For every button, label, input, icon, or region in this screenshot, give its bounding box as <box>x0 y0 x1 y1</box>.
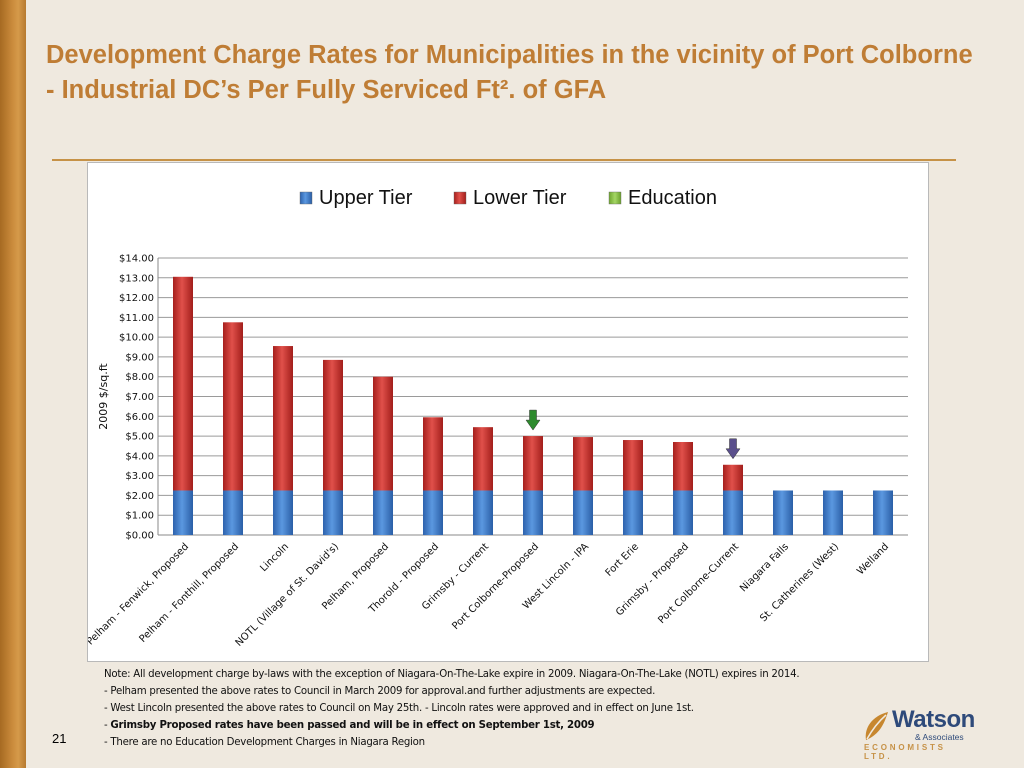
bar-0-6 <box>473 490 493 535</box>
bar-1-2 <box>273 346 293 491</box>
note-line-5: - There are no Education Development Cha… <box>104 737 425 748</box>
bar-0-12 <box>773 490 793 535</box>
bar-0-13 <box>823 490 843 535</box>
bar-0-9 <box>623 490 643 535</box>
x-tick-label-9: Fort Erie <box>604 541 642 579</box>
x-tick-label-1: Pelham - Fonthill, Proposed <box>137 541 241 645</box>
stacked-bar-chart: Upper Tier Lower Tier Education $0.00 $1.00… <box>88 187 908 649</box>
x-tick-label-12: Niagara Falls <box>738 541 791 594</box>
y-tick-label-12: $12.00 <box>119 293 154 304</box>
x-tick-label-3: NOTL (Village of St. David's) <box>234 541 342 649</box>
bar-0-3 <box>323 490 343 535</box>
chart-container: Upper Tier Lower Tier Education $0.00 $1.00… <box>87 162 929 662</box>
page-number: 21 <box>52 731 67 746</box>
note-line-4-prefix: - <box>104 720 111 731</box>
y-tick-label-0: $0.00 <box>125 531 154 542</box>
bar-1-10 <box>673 442 693 491</box>
legend-swatch-1 <box>453 191 467 205</box>
x-tick-label-11: Port Colborne-Current <box>656 541 741 626</box>
bar-1-7 <box>523 436 543 491</box>
legend-swatch-2 <box>608 191 622 205</box>
y-tick-label-1: $1.00 <box>125 511 154 522</box>
bar-0-4 <box>373 490 393 535</box>
bar-1-11 <box>723 464 743 491</box>
bar-1-4 <box>373 376 393 491</box>
bar-1-1 <box>223 322 243 491</box>
note-line-4: - Grimsby Proposed rates have been passe… <box>104 717 924 734</box>
legend-label-0: Upper Tier <box>319 187 413 209</box>
slide-title: Development Charge Rates for Municipalit… <box>46 41 973 104</box>
left-decorative-stripe <box>0 0 26 768</box>
legend-label-1: Lower Tier <box>473 187 567 209</box>
down-arrow-icon-1 <box>725 438 741 460</box>
note-line-4-bold: Grimsby Proposed rates have been passed … <box>110 720 595 731</box>
leaf-icon <box>865 712 888 740</box>
bar-0-11 <box>723 490 743 535</box>
chart-notes: Note: All development charge by-laws wit… <box>104 666 924 751</box>
y-tick-label-3: $3.00 <box>125 471 154 482</box>
note-line-3: - West Lincoln presented the above rates… <box>104 703 694 714</box>
y-tick-label-5: $5.00 <box>125 432 154 443</box>
y-tick-label-10: $10.00 <box>119 333 154 344</box>
y-tick-label-4: $4.00 <box>125 451 154 462</box>
bar-0-1 <box>223 490 243 535</box>
y-tick-label-14: $14.00 <box>119 254 154 265</box>
title-divider <box>52 159 956 161</box>
y-tick-label-11: $11.00 <box>119 313 154 324</box>
y-tick-label-8: $8.00 <box>125 372 154 383</box>
legend-label-2: Education <box>628 187 717 209</box>
y-tick-label-2: $2.00 <box>125 491 154 502</box>
y-tick-label-6: $6.00 <box>125 412 154 423</box>
bar-1-5 <box>423 417 443 491</box>
bar-1-6 <box>473 427 493 491</box>
bar-0-7 <box>523 490 543 535</box>
bar-0-5 <box>423 490 443 535</box>
bar-0-8 <box>573 490 593 535</box>
logo-tagline: ECONOMISTS LTD. <box>864 743 946 761</box>
watson-logo: Watson & Associates ECONOMISTS LTD. <box>862 706 975 761</box>
bar-0-2 <box>273 490 293 535</box>
bar-1-0 <box>173 276 193 491</box>
logo-subtitle: & Associates <box>915 732 964 742</box>
bar-1-9 <box>623 440 643 491</box>
down-arrow-icon-0 <box>525 409 541 431</box>
y-tick-label-7: $7.00 <box>125 392 154 403</box>
bar-0-0 <box>173 490 193 535</box>
x-tick-label-2: Lincoln <box>258 541 291 574</box>
y-tick-label-9: $9.00 <box>125 352 154 363</box>
x-tick-label-0: Pelham - Fenwick, Proposed <box>88 541 191 647</box>
y-tick-label-13: $13.00 <box>119 273 154 284</box>
y-axis-title: 2009 $/sq.ft <box>97 363 110 430</box>
bar-0-10 <box>673 490 693 535</box>
bar-1-3 <box>323 359 343 491</box>
note-line-1: Note: All development charge by-laws wit… <box>104 669 800 680</box>
x-tick-label-7: Port Colborne-Proposed <box>450 541 541 632</box>
x-tick-label-14: Welland <box>855 541 891 577</box>
note-line-2: - Pelham presented the above rates to Co… <box>104 686 656 697</box>
legend-swatch-0 <box>299 191 313 205</box>
bar-1-8 <box>573 437 593 491</box>
bar-0-14 <box>873 490 893 535</box>
logo-name: Watson <box>892 706 975 733</box>
